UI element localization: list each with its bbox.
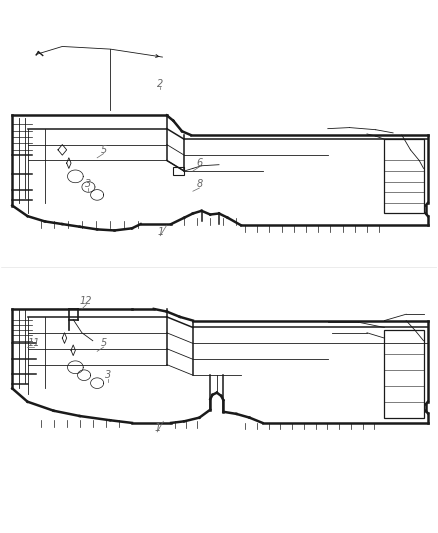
- Text: 11: 11: [28, 338, 40, 349]
- Text: 1: 1: [154, 423, 160, 433]
- Text: 1: 1: [157, 227, 163, 237]
- Text: 3: 3: [105, 370, 111, 380]
- Text: 3: 3: [85, 179, 92, 189]
- Bar: [173, 167, 184, 175]
- Text: 8: 8: [196, 179, 202, 189]
- Text: 5: 5: [101, 338, 107, 349]
- Bar: [385, 139, 424, 214]
- Text: 2: 2: [157, 78, 163, 88]
- Text: 12: 12: [80, 296, 92, 306]
- Text: 6: 6: [196, 158, 202, 168]
- Bar: [385, 330, 424, 418]
- Text: 5: 5: [101, 145, 107, 155]
